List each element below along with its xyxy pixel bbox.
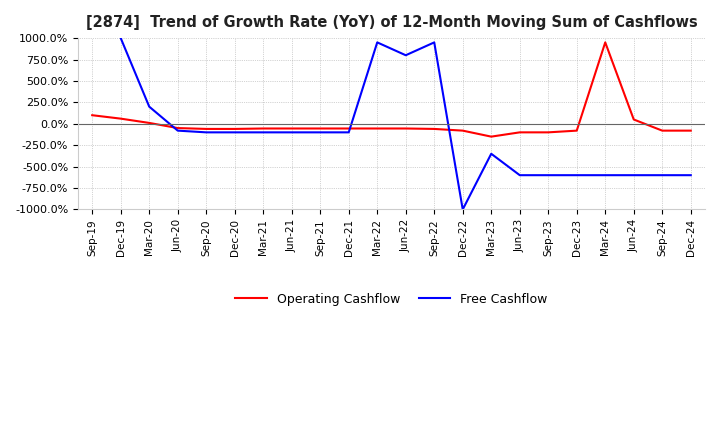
Free Cashflow (230, 130, 239, 135)
Operating Cashflow (88, 113, 96, 118)
Operating Cashflow (145, 120, 153, 125)
Free Cashflow (316, 130, 325, 135)
Legend: Operating Cashflow, Free Cashflow: Operating Cashflow, Free Cashflow (230, 288, 552, 311)
Free Cashflow (459, 207, 467, 212)
Operating Cashflow (259, 126, 268, 131)
Operating Cashflow (316, 126, 325, 131)
Operating Cashflow (402, 126, 410, 131)
Free Cashflow (373, 40, 382, 45)
Operating Cashflow (344, 126, 353, 131)
Operating Cashflow (686, 128, 695, 133)
Operating Cashflow (658, 128, 667, 133)
Title: [2874]  Trend of Growth Rate (YoY) of 12-Month Moving Sum of Cashflows: [2874] Trend of Growth Rate (YoY) of 12-… (86, 15, 698, 30)
Operating Cashflow (459, 128, 467, 133)
Free Cashflow (430, 40, 438, 45)
Operating Cashflow (601, 40, 610, 45)
Line: Operating Cashflow: Operating Cashflow (92, 42, 690, 137)
Free Cashflow (174, 128, 182, 133)
Free Cashflow (686, 172, 695, 178)
Free Cashflow (601, 172, 610, 178)
Free Cashflow (516, 172, 524, 178)
Free Cashflow (344, 130, 353, 135)
Operating Cashflow (174, 125, 182, 131)
Operating Cashflow (373, 126, 382, 131)
Free Cashflow (202, 130, 210, 135)
Operating Cashflow (202, 126, 210, 132)
Operating Cashflow (544, 130, 552, 135)
Operating Cashflow (516, 130, 524, 135)
Free Cashflow (287, 130, 296, 135)
Operating Cashflow (629, 117, 638, 122)
Operating Cashflow (430, 126, 438, 132)
Free Cashflow (487, 151, 495, 156)
Free Cashflow (544, 172, 552, 178)
Free Cashflow (259, 130, 268, 135)
Free Cashflow (658, 172, 667, 178)
Operating Cashflow (572, 128, 581, 133)
Line: Free Cashflow: Free Cashflow (121, 38, 690, 209)
Free Cashflow (629, 172, 638, 178)
Operating Cashflow (287, 126, 296, 131)
Free Cashflow (145, 104, 153, 109)
Free Cashflow (572, 172, 581, 178)
Operating Cashflow (117, 116, 125, 121)
Free Cashflow (402, 53, 410, 58)
Operating Cashflow (230, 126, 239, 132)
Free Cashflow (117, 36, 125, 41)
Operating Cashflow (487, 134, 495, 139)
